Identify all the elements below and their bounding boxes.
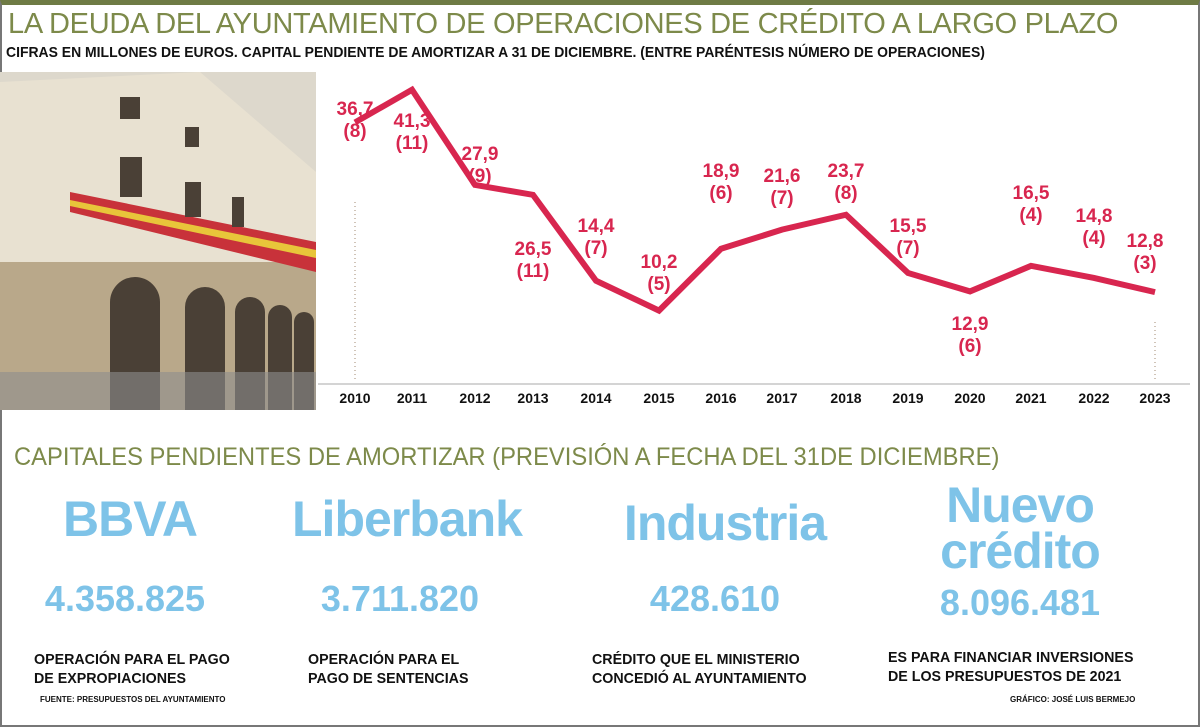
- x-tick-label: 2022: [1078, 390, 1109, 406]
- entity-liberbank: Liberbank: [262, 491, 552, 547]
- x-tick-label: 2023: [1139, 390, 1170, 406]
- operations-label: (11): [517, 261, 550, 282]
- value-label: 12,8: [1127, 231, 1164, 252]
- desc-bbva: OPERACIÓN PARA EL PAGO DE EXPROPIACIONES: [34, 651, 230, 687]
- amount-nuevo-credito: 8.096.481: [939, 582, 1101, 623]
- x-tick-label: 2021: [1015, 390, 1046, 406]
- desc-liberbank: OPERACIÓN PARA EL PAGO DE SENTENCIAS: [308, 651, 469, 687]
- source-note: FUENTE: PRESUPUESTOS DEL AYUNTAMIENTO: [40, 695, 226, 704]
- value-label: 23,7: [828, 161, 865, 182]
- value-label: 14,4: [578, 216, 615, 237]
- operations-label: (8): [343, 121, 366, 142]
- x-tick-label: 2016: [705, 390, 736, 406]
- entity-name: BBVA: [63, 491, 198, 547]
- entity-nuevo-credito: Nuevo crédito: [900, 477, 1140, 579]
- x-tick-label: 2014: [580, 390, 611, 406]
- value-label: 10,2: [641, 252, 678, 273]
- x-tick-label: 2010: [339, 390, 370, 406]
- operations-label: (6): [709, 183, 732, 204]
- operations-label: (7): [584, 238, 607, 259]
- value-label: 36,7: [337, 99, 374, 120]
- entity-name-2: crédito: [940, 523, 1101, 579]
- desc-industria: CRÉDITO QUE EL MINISTERIO CONCEDIÓ AL AYU…: [592, 651, 807, 687]
- x-tick-label: 2012: [459, 390, 490, 406]
- entity-industria: Industria: [590, 495, 860, 551]
- x-tick-label: 2015: [643, 390, 674, 406]
- line-chart: 36,7(8)201041,3(11)201127,9(9)201226,5(1…: [318, 85, 1190, 406]
- entity-name: Liberbank: [292, 491, 523, 547]
- operations-label: (8): [834, 183, 857, 204]
- entity-name: Industria: [623, 495, 827, 551]
- value-label: 18,9: [703, 161, 740, 182]
- value-label: 21,6: [764, 166, 801, 187]
- value-label: 26,5: [515, 239, 552, 260]
- operations-label: (11): [396, 133, 429, 154]
- value-label: 41,3: [394, 111, 431, 132]
- section-title: CAPITALES PENDIENTES DE AMORTIZAR (PREVI…: [14, 443, 1000, 471]
- value-label: 16,5: [1013, 183, 1050, 204]
- operations-label: (6): [958, 336, 981, 357]
- x-tick-label: 2020: [954, 390, 985, 406]
- operations-label: (7): [770, 188, 793, 209]
- desc-nuevo-credito: ES PARA FINANCIAR INVERSIONES DE LOS PRES…: [888, 649, 1134, 685]
- entity-bbva: BBVA: [30, 491, 230, 547]
- credit-note: GRÁFICO: JOSÉ LUIS BERMEJO: [1010, 695, 1136, 704]
- operations-label: (7): [896, 238, 919, 259]
- town-hall-photo: [0, 72, 316, 410]
- entity-name: Nuevo: [946, 477, 1095, 533]
- x-tick-label: 2011: [397, 390, 428, 406]
- x-tick-label: 2013: [517, 390, 548, 406]
- x-tick-label: 2017: [766, 390, 797, 406]
- value-label: 12,9: [952, 314, 989, 335]
- amount-industria: 428.610: [649, 578, 781, 619]
- operations-label: (4): [1082, 228, 1105, 249]
- value-label: 15,5: [890, 216, 927, 237]
- amount-bbva: 4.358.825: [44, 578, 206, 619]
- x-tick-label: 2019: [892, 390, 923, 406]
- amount-liberbank: 3.711.820: [320, 578, 480, 619]
- operations-label: (9): [468, 166, 491, 187]
- operations-label: (5): [647, 274, 670, 295]
- x-tick-label: 2018: [830, 390, 861, 406]
- operations-label: (3): [1133, 253, 1156, 274]
- value-label: 27,9: [462, 144, 499, 165]
- series-line: [353, 85, 1156, 315]
- operations-label: (4): [1019, 205, 1042, 226]
- value-label: 14,8: [1076, 206, 1113, 227]
- subtitle: CIFRAS EN MILLONES DE EUROS. CAPITAL PEN…: [6, 44, 985, 61]
- page-title: LA DEUDA DEL AYUNTAMIENTO DE OPERACIONES…: [8, 8, 1119, 40]
